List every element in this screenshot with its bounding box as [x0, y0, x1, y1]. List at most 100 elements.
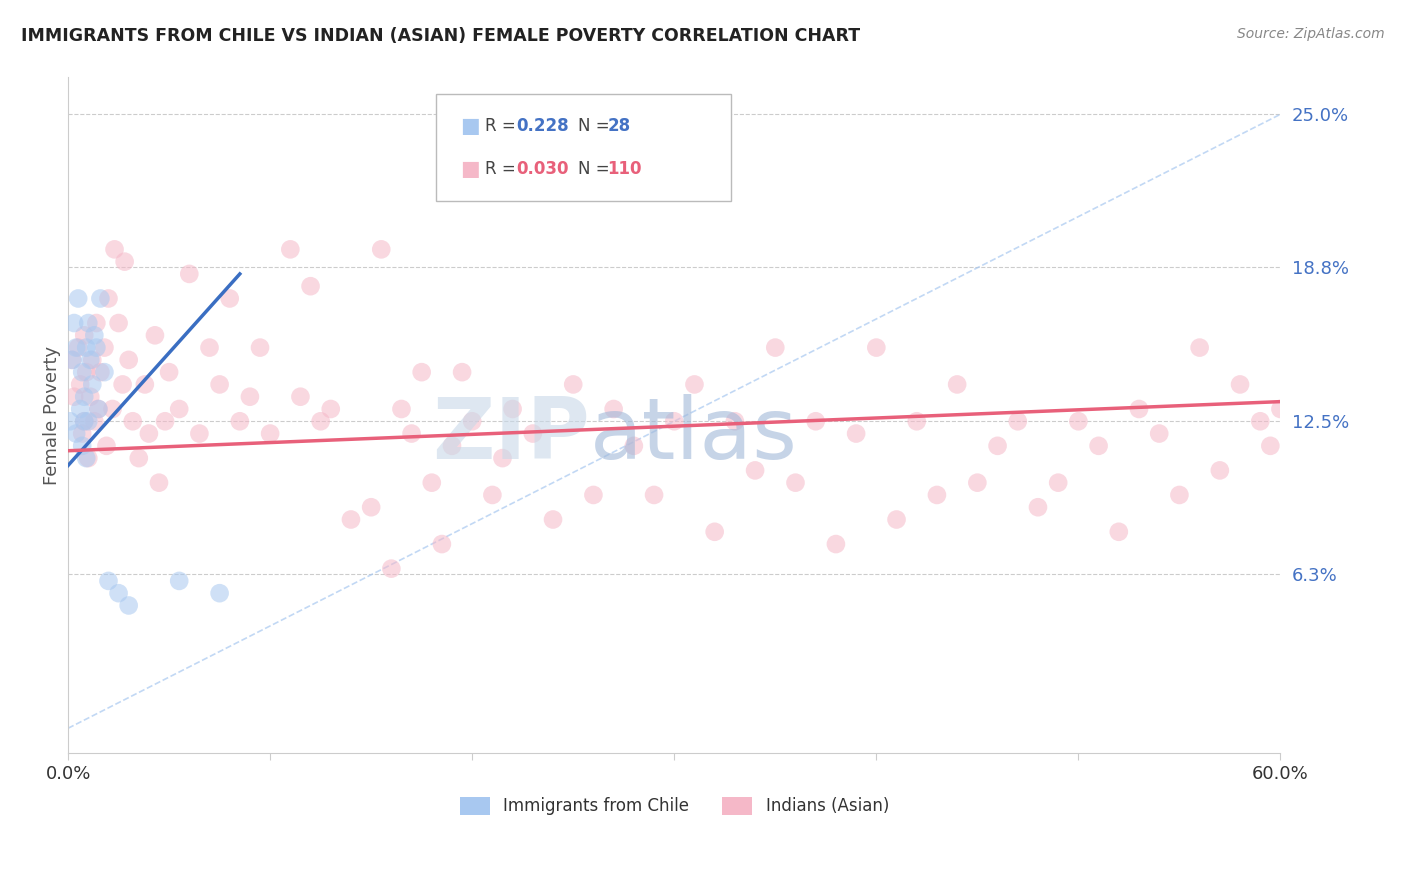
Point: [966, 475, 988, 490]
Point: [1309, 512, 1331, 526]
Point: [562, 377, 585, 392]
Point: [259, 426, 281, 441]
Point: [290, 390, 312, 404]
Point: [82, 377, 104, 392]
Point: [401, 426, 423, 441]
Point: [420, 475, 443, 490]
Point: [103, 243, 125, 257]
Point: [208, 586, 231, 600]
Point: [541, 512, 564, 526]
Text: R =: R =: [485, 160, 522, 178]
Text: N =: N =: [578, 160, 614, 178]
Point: [77, 316, 100, 330]
Point: [763, 341, 786, 355]
Point: [114, 254, 136, 268]
Point: [1108, 524, 1130, 539]
Point: [481, 488, 503, 502]
Point: [87, 402, 110, 417]
Point: [1249, 414, 1271, 428]
Point: [430, 537, 453, 551]
Point: [107, 586, 129, 600]
Point: [1260, 439, 1282, 453]
Point: [785, 475, 807, 490]
Point: [148, 475, 170, 490]
Point: [67, 341, 90, 355]
Point: [63, 316, 86, 330]
Point: [886, 512, 908, 526]
Point: [153, 414, 176, 428]
Point: [93, 341, 115, 355]
Text: 110: 110: [607, 160, 643, 178]
Point: [73, 414, 96, 428]
Point: [118, 599, 141, 613]
Text: ■: ■: [460, 159, 479, 178]
Point: [101, 402, 124, 417]
Point: [229, 414, 252, 428]
Point: [1229, 377, 1251, 392]
Point: [411, 365, 433, 379]
Point: [70, 365, 93, 379]
Point: [118, 352, 141, 367]
Text: 0.030: 0.030: [516, 160, 568, 178]
Y-axis label: Female Poverty: Female Poverty: [44, 345, 60, 484]
Text: N =: N =: [578, 117, 614, 135]
Point: [59, 414, 82, 428]
Point: [905, 414, 928, 428]
Point: [491, 451, 513, 466]
Point: [208, 377, 231, 392]
Point: [82, 352, 104, 367]
Point: [1289, 414, 1312, 428]
Point: [77, 451, 100, 466]
Point: [643, 488, 665, 502]
Text: atlas: atlas: [589, 394, 797, 477]
Text: ZIP: ZIP: [432, 394, 589, 477]
Point: [278, 243, 301, 257]
Point: [1350, 635, 1372, 649]
Point: [128, 451, 150, 466]
Text: ■: ■: [460, 116, 479, 136]
Point: [1007, 414, 1029, 428]
Point: [89, 292, 111, 306]
Point: [83, 328, 105, 343]
Legend: Immigrants from Chile, Indians (Asian): Immigrants from Chile, Indians (Asian): [453, 790, 896, 822]
Point: [623, 439, 645, 453]
Point: [825, 537, 848, 551]
Point: [1209, 463, 1232, 477]
Point: [89, 365, 111, 379]
Point: [111, 377, 134, 392]
Point: [249, 341, 271, 355]
Point: [86, 341, 108, 355]
Point: [1087, 439, 1109, 453]
Point: [602, 402, 624, 417]
Point: [703, 524, 725, 539]
Point: [683, 377, 706, 392]
Point: [179, 267, 201, 281]
Text: 28: 28: [607, 117, 630, 135]
Point: [67, 292, 90, 306]
Point: [198, 341, 221, 355]
Point: [309, 414, 332, 428]
Point: [121, 414, 143, 428]
Point: [1147, 426, 1170, 441]
Point: [75, 341, 97, 355]
Point: [845, 426, 868, 441]
Point: [360, 500, 382, 515]
Point: [1047, 475, 1070, 490]
Point: [60, 352, 83, 367]
Point: [391, 402, 413, 417]
Point: [804, 414, 827, 428]
Point: [239, 390, 262, 404]
Point: [1279, 500, 1302, 515]
Point: [70, 439, 93, 453]
Point: [79, 390, 101, 404]
Point: [167, 574, 190, 588]
Point: [218, 292, 240, 306]
Point: [73, 414, 96, 428]
Point: [865, 341, 887, 355]
Point: [724, 414, 747, 428]
Point: [582, 488, 605, 502]
Point: [1299, 402, 1322, 417]
Point: [79, 352, 101, 367]
Point: [502, 402, 524, 417]
Point: [138, 426, 160, 441]
